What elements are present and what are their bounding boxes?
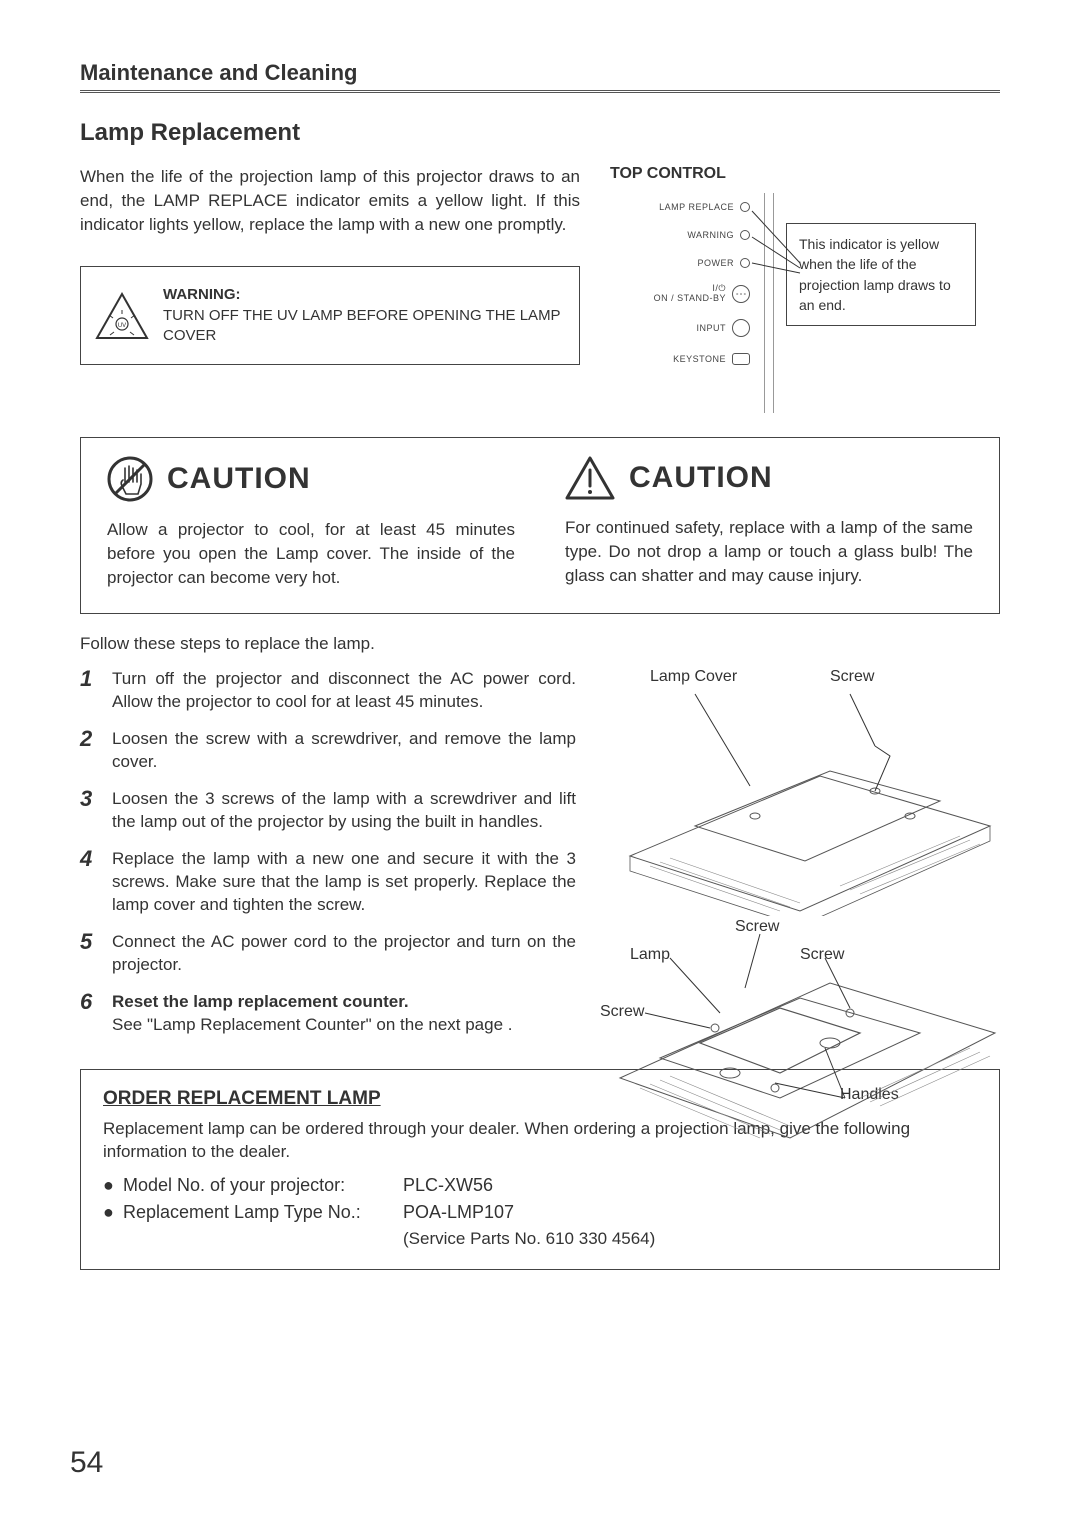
panel-row-lamp-replace: LAMP REPLACE	[610, 193, 750, 221]
upper-columns: When the life of the projection lamp of …	[80, 165, 1000, 413]
standby-button-icon: ∘∘∘	[732, 285, 750, 303]
caution-right: CAUTION For continued safety, replace wi…	[565, 456, 973, 589]
order-row-lamp: ● Replacement Lamp Type No.: POA-LMP107	[103, 1202, 977, 1223]
panel-row-power: POWER	[610, 249, 750, 277]
standby-label: ON / STAND-BY	[654, 293, 726, 303]
step-5: 5 Connect the AC power cord to the projec…	[80, 931, 576, 977]
caution-title-left: CAUTION	[167, 462, 311, 496]
left-column: When the life of the projection lamp of …	[80, 165, 580, 413]
indicator-callout: This indicator is yellow when the life o…	[786, 223, 976, 326]
step-text: Replace the lamp with a new one and secu…	[112, 848, 576, 917]
lamp-module-diagram-icon	[600, 928, 1000, 1168]
intro-text: When the life of the projection lamp of …	[80, 165, 580, 236]
warning-body: TURN OFF THE UV LAMP BEFORE OPENING THE …	[163, 307, 560, 344]
no-touch-icon	[107, 456, 153, 502]
step-body-text: Loosen the screw with a screwdriver, and…	[112, 729, 576, 771]
power-indicator-icon	[740, 258, 750, 268]
step-1: 1 Turn off the projector and disconnect t…	[80, 668, 576, 714]
warning-ind-label: WARNING	[687, 230, 734, 240]
step-body-text: Connect the AC power cord to the project…	[112, 932, 576, 974]
caution-left: CAUTION Allow a projector to cool, for a…	[107, 456, 515, 589]
step-number: 1	[80, 668, 100, 714]
warning-triangle-icon	[565, 456, 615, 500]
keystone-label: KEYSTONE	[673, 354, 726, 364]
power-ind-label: POWER	[697, 258, 734, 268]
lamp-replace-indicator-icon	[740, 202, 750, 212]
step-number: 5	[80, 931, 100, 977]
step-text: Loosen the 3 screws of the lamp with a s…	[112, 788, 576, 834]
service-parts: (Service Parts No. 610 330 4564)	[403, 1229, 977, 1249]
bullet-icon: ●	[103, 1175, 123, 1196]
standby-top-label: I/⏻	[712, 283, 726, 293]
step-number: 4	[80, 848, 100, 917]
order-value-model: PLC-XW56	[403, 1175, 493, 1196]
svg-text:UV: UV	[118, 323, 126, 329]
panel-row-warning: WARNING	[610, 221, 750, 249]
step-number: 6	[80, 991, 100, 1037]
top-control-title: TOP CONTROL	[610, 165, 1000, 183]
order-row-model: ● Model No. of your projector: PLC-XW56	[103, 1175, 977, 1196]
warning-box: UV WARNING: TURN OFF THE UV LAMP BEFORE …	[80, 266, 580, 365]
caution-title-right: CAUTION	[629, 461, 773, 495]
warning-text: WARNING: TURN OFF THE UV LAMP BEFORE OPE…	[163, 285, 565, 346]
step-bold-text: Reset the lamp replacement counter.	[112, 992, 409, 1011]
step-body-text: Turn off the projector and disconnect th…	[112, 669, 576, 711]
input-label: INPUT	[697, 323, 727, 333]
caution-body-left: Allow a projector to cool, for at least …	[107, 518, 515, 589]
order-label-lamp: Replacement Lamp Type No.:	[123, 1202, 403, 1223]
lower-section: 1 Turn off the projector and disconnect t…	[80, 668, 1000, 1050]
caution-head-right: CAUTION	[565, 456, 973, 500]
step-text: Connect the AC power cord to the project…	[112, 931, 576, 977]
right-column: TOP CONTROL LAMP REPLACE WARNING POWER	[610, 165, 1000, 413]
warning-label: WARNING:	[163, 286, 241, 303]
step-text: Loosen the screw with a screwdriver, and…	[112, 728, 576, 774]
panel-row-keystone: KEYSTONE	[610, 345, 750, 373]
step-text: Turn off the projector and disconnect th…	[112, 668, 576, 714]
panel-divider-lines	[764, 193, 774, 413]
step-number: 3	[80, 788, 100, 834]
step-body-text: Replace the lamp with a new one and secu…	[112, 849, 576, 914]
steps-list: 1 Turn off the projector and disconnect t…	[80, 668, 576, 1050]
step-3: 3 Loosen the 3 screws of the lamp with a …	[80, 788, 576, 834]
order-value-lamp: POA-LMP107	[403, 1202, 514, 1223]
order-label-model: Model No. of your projector:	[123, 1175, 403, 1196]
control-panel: LAMP REPLACE WARNING POWER I/⏻	[610, 193, 770, 413]
step-text: Reset the lamp replacement counter. See "…	[112, 991, 513, 1037]
panel-row-input: INPUT	[610, 311, 750, 345]
lamp-cover-label: Lamp Cover	[650, 668, 737, 686]
input-button-icon	[732, 319, 750, 337]
top-control-wrap: LAMP REPLACE WARNING POWER I/⏻	[610, 193, 1000, 413]
caution-head-left: CAUTION	[107, 456, 515, 502]
caution-box: CAUTION Allow a projector to cool, for a…	[80, 437, 1000, 614]
section-header: Maintenance and Cleaning	[80, 60, 1000, 93]
step-2: 2 Loosen the screw with a screwdriver, an…	[80, 728, 576, 774]
bullet-icon: ●	[103, 1202, 123, 1223]
step-body-text: Loosen the 3 screws of the lamp with a s…	[112, 789, 576, 831]
caution-body-right: For continued safety, replace with a lam…	[565, 516, 973, 587]
screw-label-1: Screw	[830, 668, 874, 686]
projector-top-diagram-icon	[600, 686, 1000, 916]
follow-text: Follow these steps to replace the lamp.	[80, 634, 1000, 654]
page-number: 54	[70, 1446, 103, 1480]
step-number: 2	[80, 728, 100, 774]
step-4: 4Replace the lamp with a new one and sec…	[80, 848, 576, 917]
lamp-replace-label: LAMP REPLACE	[659, 202, 734, 212]
step-body-text: See "Lamp Replacement Counter" on the ne…	[112, 1015, 513, 1034]
panel-row-standby: I/⏻ ON / STAND-BY ∘∘∘	[610, 277, 750, 311]
uv-lamp-triangle-icon: UV	[95, 292, 149, 340]
step-6: 6 Reset the lamp replacement counter. See …	[80, 991, 576, 1037]
subheading: Lamp Replacement	[80, 119, 1000, 147]
warning-indicator-icon	[740, 230, 750, 240]
keystone-button-icon	[732, 353, 750, 365]
diagrams: Lamp Cover Screw	[600, 668, 1000, 1050]
